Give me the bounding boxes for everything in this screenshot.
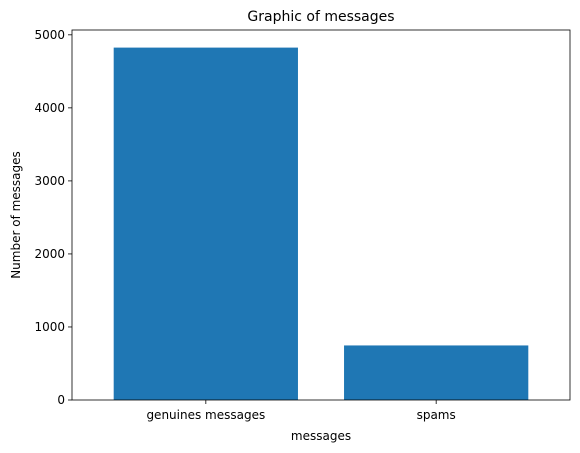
chart-title: Graphic of messages bbox=[247, 9, 394, 25]
y-tick-label: 0 bbox=[57, 393, 65, 407]
y-tick-label: 1000 bbox=[34, 320, 65, 334]
bars-group bbox=[113, 47, 529, 401]
x-axis-label: messages bbox=[291, 429, 351, 443]
x-tick-label: genuines messages bbox=[146, 408, 265, 422]
x-tick-label: spams bbox=[417, 408, 456, 422]
bar-1 bbox=[344, 345, 529, 400]
y-axis-ticks: 0 1000 2000 3000 4000 5000 bbox=[34, 28, 72, 407]
y-tick-label: 4000 bbox=[34, 101, 65, 115]
y-axis-label: Number of messages bbox=[9, 151, 23, 279]
plot-frame bbox=[71, 29, 571, 401]
y-tick-label: 2000 bbox=[34, 247, 65, 261]
y-tick-label: 5000 bbox=[34, 28, 65, 42]
bar-0 bbox=[113, 47, 298, 401]
y-tick-label: 3000 bbox=[34, 174, 65, 188]
x-axis-ticks: genuines messages spams bbox=[146, 400, 456, 422]
